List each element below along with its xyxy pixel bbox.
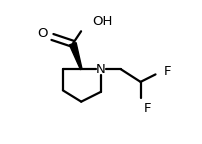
Polygon shape xyxy=(69,43,82,69)
Text: N: N xyxy=(96,63,106,76)
Text: F: F xyxy=(143,102,151,114)
Text: O: O xyxy=(37,27,48,40)
Text: OH: OH xyxy=(92,15,112,28)
Text: F: F xyxy=(164,65,171,78)
